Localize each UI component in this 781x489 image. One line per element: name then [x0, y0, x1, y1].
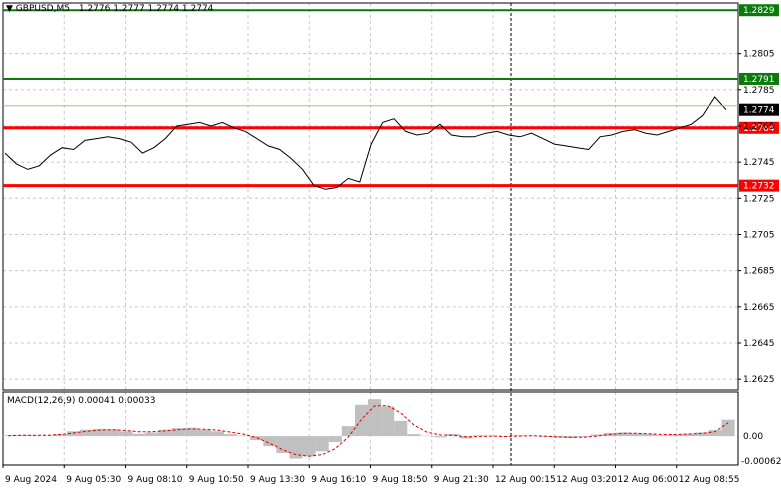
macd-histogram-bar [695, 432, 709, 437]
macd-histogram-bar [132, 433, 146, 437]
macd-histogram-bar [708, 430, 722, 437]
macd-histogram-bar [302, 436, 316, 457]
macd-histogram-bar [341, 426, 355, 437]
macd-histogram-bar [629, 433, 643, 437]
macd-histogram-bar [420, 435, 434, 437]
macd-histogram-bar [616, 432, 630, 437]
y-tick-label: 1.2665 [743, 303, 775, 313]
x-tick-label: 9 Aug 16:10 [311, 475, 366, 485]
macd-histogram-bar [354, 404, 368, 437]
time-axis: 9 Aug 2024 9 Aug 05:30 9 Aug 08:10 9 Aug 10… [2, 465, 740, 485]
y-tick-label: 1.2625 [743, 375, 775, 385]
y-tick-label: 1.2785 [743, 86, 775, 96]
symbol-label: GBPUSD,M5 [15, 4, 70, 14]
macd-histogram-bar [315, 436, 329, 452]
level-price-tag [739, 179, 779, 192]
level-price-label: 1.2732 [743, 182, 775, 192]
price-axis: 1.2805 1.2785 1.2765 1.2745 1.2725 1.2705 1.26… [738, 50, 775, 385]
macd-signal-line [7, 405, 729, 457]
y-tick-label: 1.2705 [743, 230, 775, 240]
macd-histogram-bar [53, 434, 67, 437]
macd-histogram-bar [224, 434, 238, 437]
macd-histogram-bar [368, 399, 382, 437]
macd-histogram-bar [171, 428, 185, 437]
macd-histogram-bar [66, 431, 80, 437]
macd-histogram-bar [276, 436, 290, 453]
macd-histogram-bar [289, 436, 303, 459]
current-price-tag [739, 103, 779, 116]
macd-histogram-bar [682, 433, 696, 437]
macd-histogram-bar [93, 428, 107, 437]
level-price-label: 1.2829 [743, 6, 775, 16]
macd-histogram-bar [485, 435, 499, 437]
current-price-label: 1.2774 [743, 106, 775, 116]
macd-histogram-bar [145, 432, 159, 437]
macd-histogram-bar [80, 429, 94, 437]
macd-histogram-bar [721, 419, 735, 437]
macd-histogram-bar [669, 434, 683, 437]
level-price-label: 1.2791 [743, 75, 775, 85]
macd-histogram-bar [407, 434, 421, 437]
x-tick-label: 9 Aug 05:30 [66, 475, 121, 485]
macd-histogram-bar [394, 420, 408, 437]
price-grid [3, 3, 738, 390]
level-price-label: 1.2764 [743, 124, 775, 134]
macd-histogram-bar [184, 427, 198, 437]
price-series: 1.2774 [3, 96, 779, 190]
macd-histogram-bar [210, 431, 224, 437]
x-tick-label: 9 Aug 10:50 [189, 475, 244, 485]
y-tick-label: 1.2725 [743, 194, 775, 204]
y-tick-label: 1.2685 [743, 267, 775, 277]
chart-header: ▼ GBPUSD,M5 1.2776 1.2777 1.2774 1.2774 [6, 4, 213, 14]
x-tick-label: 12 Aug 00:15 [495, 475, 556, 485]
macd-histogram-bar [551, 436, 565, 438]
macd-histogram-bar [446, 434, 460, 437]
macd-histogram-bar [237, 435, 251, 437]
level-price-tag [739, 72, 779, 85]
macd-histogram-bar [158, 429, 172, 437]
macd-header: MACD(12,26,9) 0.00041 0.00033 [7, 396, 156, 406]
ohlc-values: 1.2776 1.2777 1.2774 1.2774 [78, 4, 214, 14]
macd-axis-label: -0.00062 [741, 457, 781, 467]
x-tick-label: 9 Aug 13:30 [250, 475, 305, 485]
macd-histogram-bar [656, 435, 670, 437]
macd-histogram-bar [512, 435, 526, 437]
macd-histogram-bar [197, 429, 211, 437]
x-tick-label: 9 Aug 21:30 [434, 475, 489, 485]
macd-histogram-bar [472, 435, 486, 437]
y-tick-label: 1.2645 [743, 339, 775, 349]
macd-histogram-bar [577, 436, 591, 437]
x-tick-label: 9 Aug 18:50 [373, 475, 428, 485]
macd-histogram-bar [433, 436, 447, 438]
macd-grid [63, 392, 678, 465]
macd-histogram-bar [590, 434, 604, 437]
macd-series [1, 399, 735, 459]
macd-histogram-bar [328, 436, 342, 443]
chevron-down-icon[interactable]: ▼ [6, 4, 13, 14]
horizontal-levels: 1.2829 1.2791 1.2764 1.2732 [3, 4, 779, 192]
price-panel-frame [2, 2, 739, 391]
y-tick-label: 1.2765 [743, 122, 775, 132]
x-tick-label: 12 Aug 03:20 [556, 475, 617, 485]
level-price-tag [739, 4, 779, 17]
x-tick-label: 12 Aug 06:00 [618, 475, 679, 485]
price-line [4, 96, 727, 190]
macd-histogram-bar [14, 434, 28, 437]
x-tick-label: 9 Aug 08:10 [128, 475, 183, 485]
level-price-tag [739, 121, 779, 134]
macd-axis-label: 0.00 [743, 432, 763, 442]
macd-histogram-bar [106, 429, 120, 437]
y-tick-label: 1.2745 [743, 158, 775, 168]
macd-histogram-bar [119, 431, 133, 437]
macd-histogram-bar [642, 434, 656, 437]
macd-axis: 0.00 -0.00062 [741, 432, 781, 467]
macd-histogram-bar [40, 435, 54, 437]
macd-histogram-bar [263, 436, 277, 447]
x-tick-label: 9 Aug 2024 [5, 475, 57, 485]
x-tick-label: 12 Aug 08:55 [679, 475, 740, 485]
macd-histogram-bar [381, 406, 395, 437]
y-tick-label: 1.2805 [743, 50, 775, 60]
